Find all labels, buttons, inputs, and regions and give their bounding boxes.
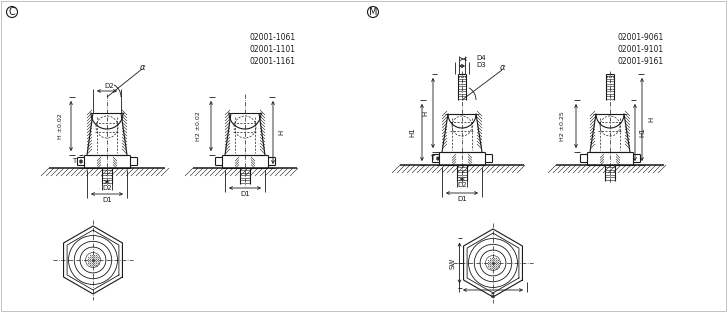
Text: 02001-1061: 02001-1061 [250, 33, 296, 42]
Text: D2: D2 [104, 83, 114, 89]
Text: H1: H1 [409, 127, 415, 137]
Text: 02001-9161: 02001-9161 [618, 57, 664, 66]
Text: α: α [140, 62, 145, 71]
Text: H: H [648, 116, 654, 122]
Text: H2 ±0.25: H2 ±0.25 [561, 111, 566, 141]
Text: M: M [369, 7, 377, 17]
Text: D2: D2 [457, 182, 467, 188]
Text: 02001-9101: 02001-9101 [618, 46, 664, 55]
Text: D1: D1 [102, 197, 112, 203]
Text: H: H [422, 110, 428, 116]
Text: 02001-9061: 02001-9061 [618, 33, 664, 42]
Text: C: C [9, 7, 15, 17]
Text: D1: D1 [457, 196, 467, 202]
Text: T: T [72, 158, 76, 164]
Text: D4: D4 [476, 55, 486, 61]
Text: D2: D2 [103, 185, 112, 191]
Text: 02001-1161: 02001-1161 [250, 57, 296, 66]
Text: T: T [430, 155, 434, 161]
Text: SW: SW [449, 257, 456, 269]
Text: D3: D3 [476, 62, 486, 68]
Text: H: H [278, 129, 284, 134]
Text: D1: D1 [240, 191, 250, 197]
Text: H1: H1 [639, 127, 645, 137]
Text: 02001-1101: 02001-1101 [250, 46, 296, 55]
Text: H2 ±0.02: H2 ±0.02 [196, 111, 201, 141]
Text: H ±0.02: H ±0.02 [58, 113, 63, 139]
Text: α: α [499, 62, 505, 71]
Text: E: E [491, 293, 495, 299]
